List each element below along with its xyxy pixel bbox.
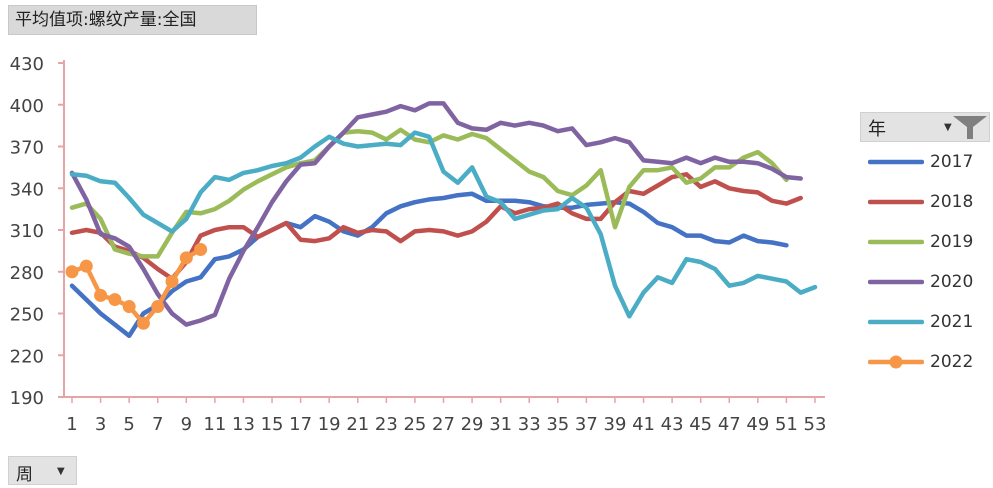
chevron-down-icon[interactable]: ▼ — [944, 122, 952, 133]
data-point-2022 — [179, 251, 193, 265]
data-point-2022 — [65, 265, 79, 279]
data-point-2022 — [151, 300, 165, 314]
x-tick-label: 25 — [403, 414, 426, 435]
legend-label: 2020 — [930, 272, 974, 292]
x-tick-label: 19 — [318, 414, 341, 435]
data-point-2022 — [165, 274, 179, 288]
x-tick-label: 11 — [203, 414, 226, 435]
x-tick-label: 1 — [66, 414, 77, 435]
y-tick-label: 400 — [10, 96, 44, 117]
x-tick-label: 37 — [575, 414, 598, 435]
series-line-2020 — [69, 101, 803, 327]
y-tick-label: 280 — [10, 263, 44, 284]
x-tick-label: 39 — [604, 414, 627, 435]
x-tick-label: 9 — [181, 414, 192, 435]
data-point-2022 — [136, 316, 150, 330]
legend-field-button[interactable]: 年 ▼ — [860, 112, 990, 142]
y-tick-label: 370 — [10, 138, 44, 159]
series-lines — [69, 101, 818, 339]
legend-swatch-2021 — [868, 319, 924, 325]
y-tick-label: 340 — [10, 179, 44, 200]
legend-label: 2022 — [930, 352, 974, 372]
x-tick-label: 35 — [546, 414, 569, 435]
y-tick-label: 250 — [10, 305, 44, 326]
x-tick-label: 23 — [375, 414, 398, 435]
series-line-2017 — [69, 191, 789, 339]
data-point-2022 — [94, 288, 108, 302]
axis-field-button[interactable]: 周 ▼ — [8, 456, 77, 485]
data-point-2022 — [108, 293, 122, 307]
x-tick-label: 3 — [95, 414, 106, 435]
legend-swatch-2019 — [868, 239, 924, 245]
legend-swatch-2022 — [868, 355, 924, 369]
x-tick-label: 15 — [261, 414, 284, 435]
data-point-2022 — [79, 259, 93, 273]
y-tick-label: 430 — [10, 54, 44, 75]
funnel-filter-icon[interactable] — [951, 113, 989, 145]
series-markers — [65, 242, 208, 330]
y-tick-label: 220 — [10, 346, 44, 367]
y-axis-tick-labels: 190 220 250 280 310 340 370 400 430 — [10, 54, 44, 409]
series-line-2022 — [69, 247, 203, 326]
x-tick-label: 29 — [461, 414, 484, 435]
legend-label: 2017 — [930, 152, 974, 172]
axis-field-label: 周 — [16, 465, 33, 485]
x-tick-label: 47 — [718, 414, 741, 435]
x-tick-label: 27 — [432, 414, 455, 435]
x-tick-label: 49 — [746, 414, 769, 435]
legend-swatch-2020 — [868, 279, 924, 285]
legend-field-label: 年 — [868, 119, 886, 140]
x-tick-label: 21 — [346, 414, 369, 435]
data-point-2022 — [194, 242, 208, 256]
x-tick-label: 33 — [518, 414, 541, 435]
legend-swatch-2018 — [868, 199, 924, 205]
x-tick-label: 13 — [232, 414, 255, 435]
x-tick-label: 51 — [775, 414, 798, 435]
x-tick-label: 17 — [289, 414, 312, 435]
x-tick-label: 53 — [804, 414, 827, 435]
x-tick-label: 31 — [489, 414, 512, 435]
chevron-down-icon[interactable]: ▼ — [57, 466, 65, 477]
x-tick-label: 5 — [123, 414, 134, 435]
x-tick-label: 43 — [661, 414, 684, 435]
x-tick-label: 45 — [689, 414, 712, 435]
legend-label: 2021 — [930, 312, 974, 332]
y-tick-label: 310 — [10, 221, 44, 242]
legend-label: 2018 — [930, 192, 974, 212]
value-field-button[interactable]: 平均值项:螺纹产量:全国 — [8, 5, 257, 35]
series-line-2019 — [69, 127, 789, 259]
y-tick-label: 190 — [10, 388, 44, 409]
legend-label: 2019 — [930, 232, 974, 252]
x-axis-tick-labels: 1 3 5 7 9 11 13 15 17 19 21 23 25 27 29 31 33 35 37 39 41 43 4… — [66, 414, 826, 435]
series-line-2021 — [69, 130, 818, 319]
data-point-2022 — [122, 300, 136, 314]
x-tick-label: 41 — [632, 414, 655, 435]
chart-axes — [58, 60, 825, 403]
x-tick-label: 7 — [152, 414, 163, 435]
legend-swatch-2017 — [868, 159, 924, 165]
